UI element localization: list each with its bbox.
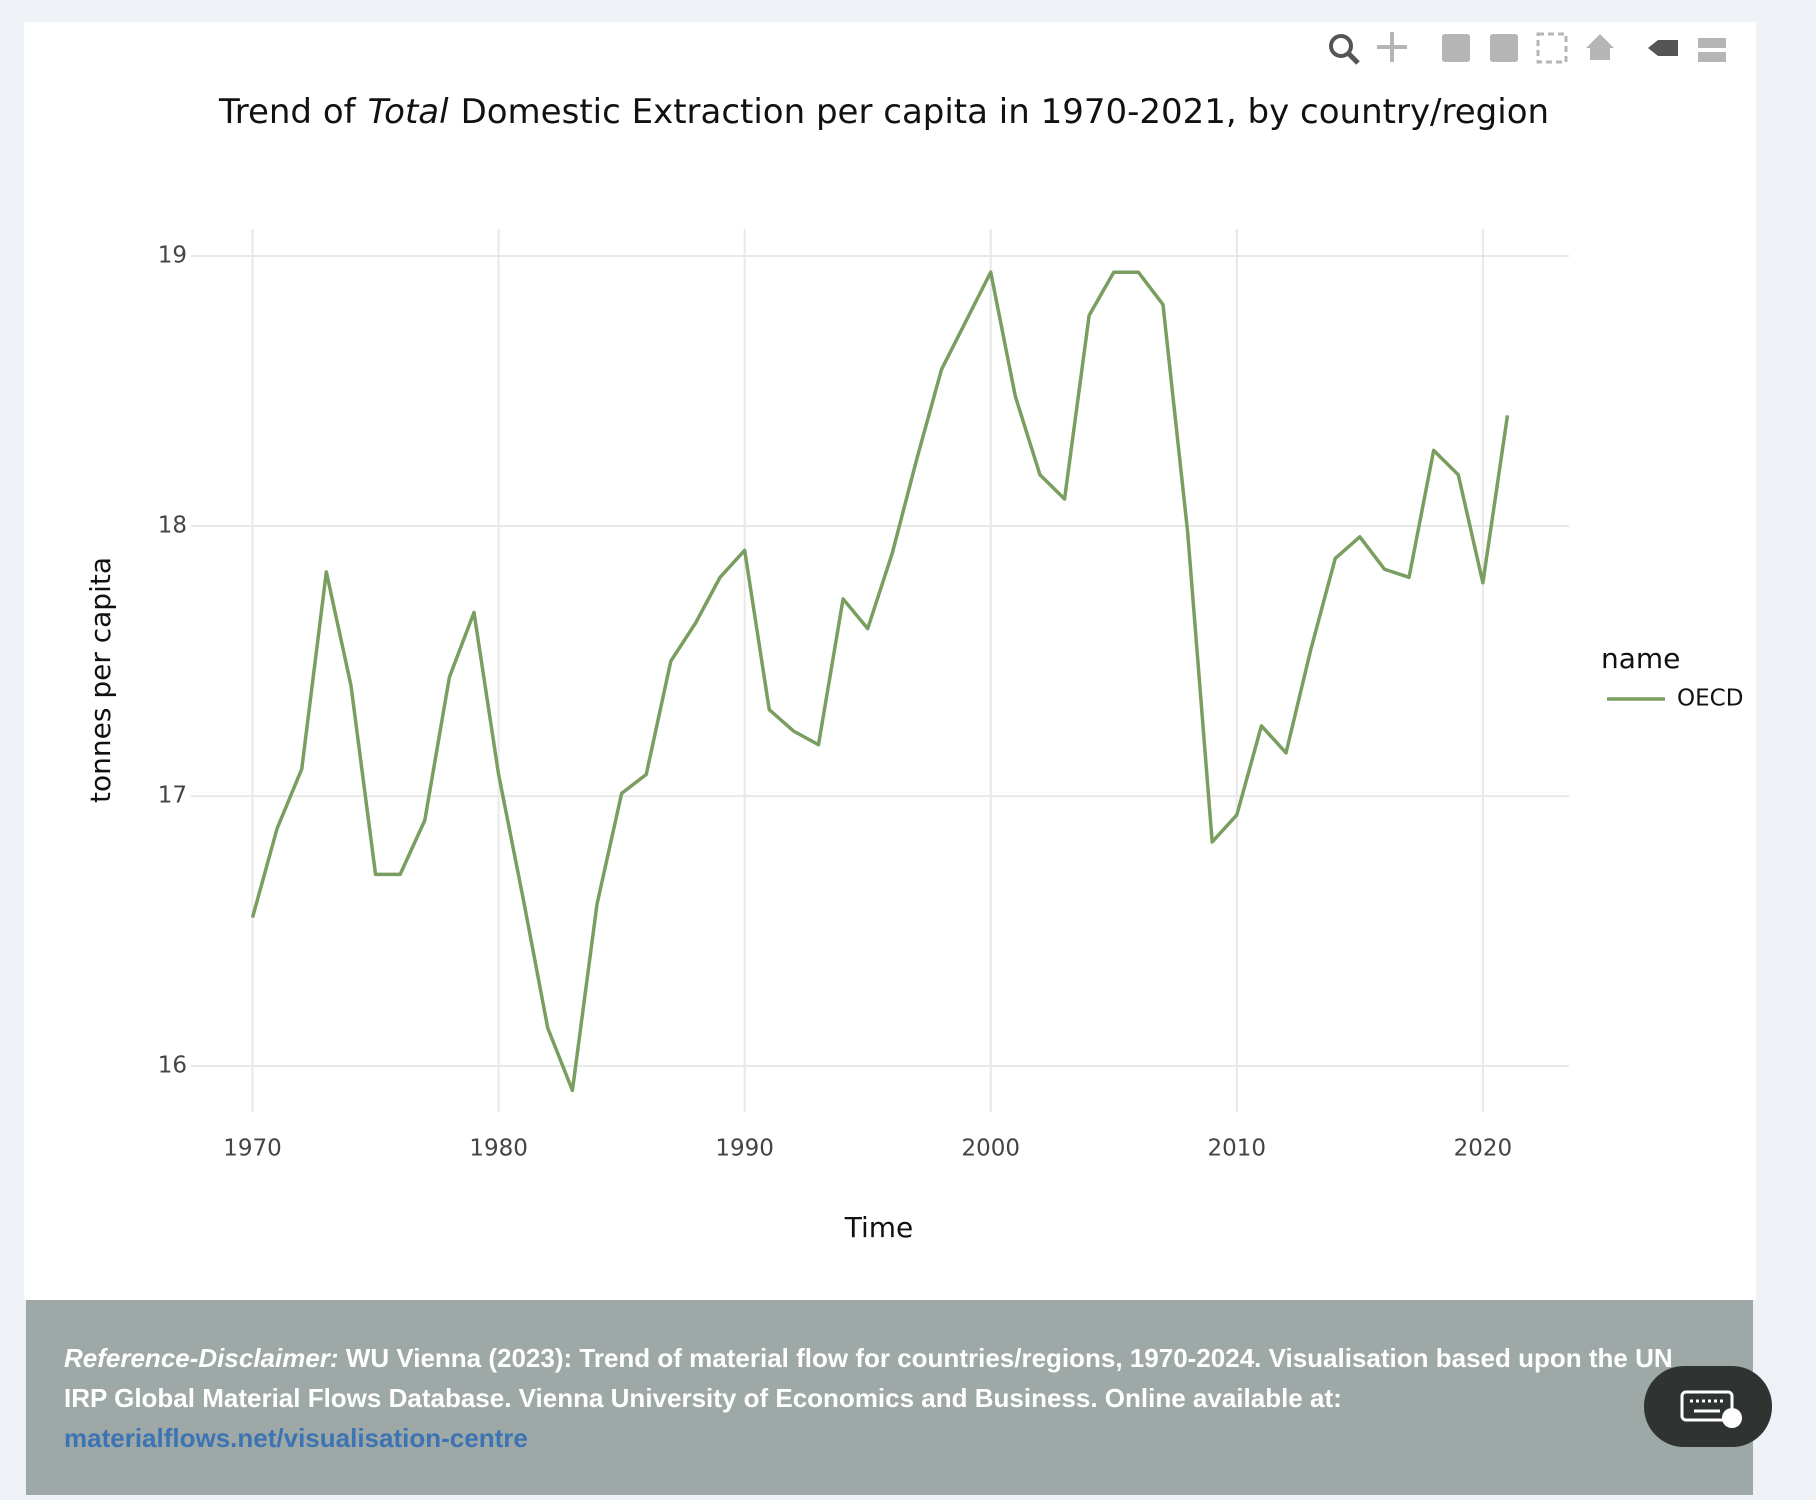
pan-button[interactable] [1377, 32, 1407, 62]
zoom-handle [1346, 51, 1360, 65]
hover-closest-button[interactable] [1648, 40, 1678, 56]
toolbar [1329, 32, 1726, 65]
autoscale-button[interactable] [1536, 32, 1568, 64]
title-rest: Domestic Extraction per capita in 1970-2… [461, 92, 1549, 132]
y-tick-label: 16 [158, 1053, 187, 1079]
legend-label: OECD [1677, 686, 1743, 712]
grid: 16 17 18 19 1970 1980 1990 2000 2010 2020 [158, 229, 1569, 1162]
footer-label: Reference-Disclaimer: [64, 1343, 339, 1373]
x-tick-label: 2000 [961, 1136, 1020, 1162]
keyboard-outline [1680, 1390, 1734, 1422]
chart-card: Trend of Total Domestic Extraction per cap… [24, 22, 1756, 1300]
x-tick-label: 1980 [469, 1136, 528, 1162]
zoom-button[interactable] [1329, 34, 1353, 58]
title-emphasis: Total [368, 92, 450, 132]
plot-area [250, 270, 1510, 1093]
chart-title: Trend of Total Domestic Extraction per cap… [218, 92, 1549, 132]
keyboard-button[interactable] [1644, 1366, 1772, 1447]
x-tick-label: 2010 [1208, 1136, 1267, 1162]
x-tick-label: 1990 [715, 1136, 774, 1162]
legend-title: name [1601, 642, 1680, 675]
title-prefix: Trend of [218, 92, 357, 132]
y-tick-label: 17 [158, 783, 187, 809]
x-tick-label: 1970 [223, 1136, 282, 1162]
chart: Trend of Total Domestic Extraction per cap… [84, 32, 1743, 1244]
keyboard-badge [1722, 1408, 1742, 1428]
zoom-in-button[interactable] [1442, 34, 1470, 62]
footer-link[interactable]: materialflows.net/visualisation-centre [64, 1423, 528, 1453]
y-axis-title: tonnes per capita [84, 557, 117, 803]
y-tick-label: 18 [158, 513, 187, 539]
x-tick-label: 2020 [1454, 1136, 1513, 1162]
reset-button[interactable] [1586, 34, 1614, 60]
y-tick-label: 19 [158, 243, 187, 269]
hover-compare-button[interactable] [1698, 38, 1726, 62]
legend: OECD [1607, 686, 1743, 712]
x-axis-title: Time [844, 1211, 914, 1244]
data-line [250, 270, 1510, 1093]
keyboard-icon [1680, 1390, 1742, 1428]
reference-footer: Reference-Disclaimer: WU Vienna (2023): … [26, 1300, 1753, 1495]
zoom-out-button[interactable] [1490, 34, 1518, 62]
footer-text: WU Vienna (2023): Trend of material flow… [64, 1343, 1673, 1413]
